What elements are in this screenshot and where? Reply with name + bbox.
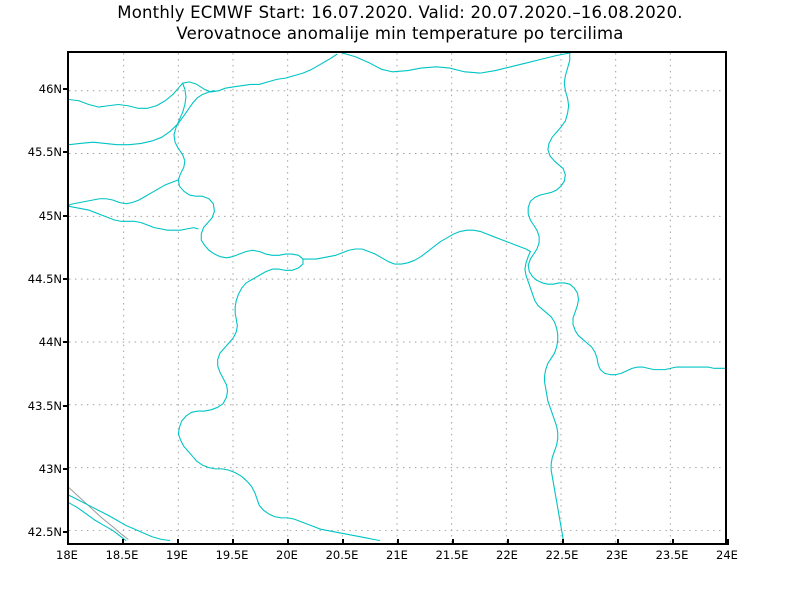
x-tick-label: 22.5E	[545, 548, 579, 562]
x-tick-mark	[67, 539, 69, 545]
border-segment-croatia-east-coast	[69, 90, 215, 146]
border-segment-hungary-north	[341, 53, 571, 74]
border-segment-serbia-central-danube	[302, 229, 531, 265]
x-tick-label: 21.5E	[435, 548, 469, 562]
x-tick-label: 22E	[496, 548, 518, 562]
y-tick-label: 44N	[38, 335, 62, 350]
border-segment-montenegro-coast	[69, 502, 127, 542]
x-tick-label: 24E	[716, 548, 738, 562]
x-tick-mark	[342, 539, 344, 545]
x-tick-mark	[287, 539, 289, 545]
administrative-borders-layer	[69, 53, 725, 542]
secondary-boundary-layer	[69, 487, 129, 540]
border-segment-bosnia-save	[69, 205, 199, 231]
border-segment-serbia-bulgaria	[524, 250, 564, 540]
map-plot-area	[67, 51, 727, 545]
x-tick-mark	[122, 539, 124, 545]
border-segment-montenegro-coast-2	[69, 494, 171, 542]
y-tick-mark	[63, 88, 69, 90]
x-tick-mark	[232, 539, 234, 545]
y-tick-label: 45N	[38, 208, 62, 223]
map-canvas	[69, 53, 725, 543]
y-tick-mark	[63, 468, 69, 470]
chart-title-line-1: Monthly ECMWF Start: 16.07.2020. Valid: …	[117, 3, 683, 22]
y-tick-label: 45.5N	[27, 145, 62, 160]
y-tick-label: 44.5N	[27, 272, 62, 286]
x-tick-mark	[727, 539, 729, 545]
y-tick-mark	[63, 214, 69, 217]
y-tick-mark	[63, 404, 69, 407]
border-segment-croatia-hungary-serbia	[69, 53, 338, 109]
y-tick-mark	[63, 531, 69, 534]
y-tick-mark	[63, 341, 69, 344]
x-axis-tick-labels: 18E 18.5E 19E 19.5E 20E 20.5E 21E 21.5E 22E 22.5E…	[0, 548, 800, 568]
x-tick-label: 18.5E	[105, 548, 139, 562]
chart-title-block: Monthly ECMWF Start: 16.07.2020. Valid: …	[0, 2, 800, 44]
border-segment-serbia-west-vojvodina	[173, 82, 381, 542]
x-tick-label: 19E	[166, 548, 188, 562]
y-tick-label: 42.5N	[27, 525, 62, 540]
border-segment-romania-serbia-east	[527, 53, 725, 376]
border-segment-secondary-diagonal	[69, 487, 129, 540]
y-tick-label: 43.5N	[27, 398, 62, 413]
y-tick-label: 46N	[38, 82, 62, 96]
x-tick-label: 20E	[276, 548, 298, 562]
x-tick-mark	[617, 539, 619, 545]
x-tick-label: 23E	[606, 548, 628, 562]
border-segment-bosnia-north	[69, 179, 179, 206]
y-axis-tick-labels: 46N 45.5N 45N 44.5N 44N 43.5N 43N 42.5N	[0, 0, 62, 600]
x-tick-mark	[562, 539, 564, 545]
x-tick-label: 21E	[386, 548, 408, 562]
x-tick-label: 19.5E	[215, 548, 249, 562]
x-tick-mark	[397, 539, 399, 545]
x-tick-mark	[672, 539, 674, 545]
gridlines-layer	[69, 53, 725, 543]
x-tick-label: 18E	[56, 548, 78, 562]
x-tick-label: 20.5E	[325, 548, 359, 562]
y-tick-mark	[63, 278, 69, 280]
x-tick-mark	[452, 539, 454, 545]
y-tick-label: 43N	[38, 462, 62, 476]
x-tick-mark	[507, 539, 509, 545]
y-tick-mark	[63, 151, 69, 154]
x-tick-label: 23.5E	[655, 548, 689, 562]
x-tick-mark	[177, 539, 179, 545]
chart-title-line-2: Verovatnoce anomalije min temperature po…	[176, 24, 624, 43]
